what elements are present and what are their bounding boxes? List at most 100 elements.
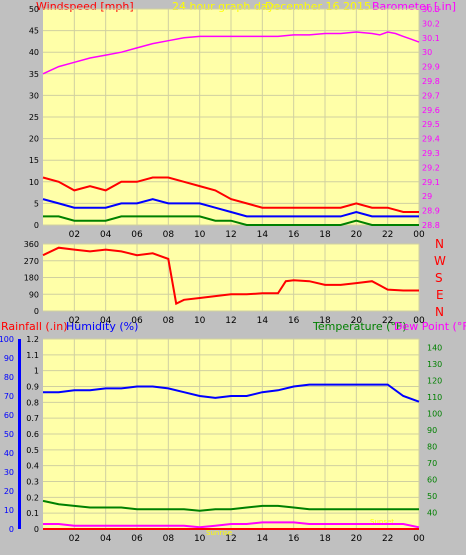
y-tick-label: 0 (34, 307, 39, 316)
y3-tick-label: 70 (427, 459, 437, 468)
barometer-label: Barometer [.in] (372, 0, 456, 13)
direction-label-n: N (435, 237, 444, 251)
x-tick-label: 06 (131, 316, 143, 326)
y2-tick-label: 28.8 (422, 221, 440, 230)
y2-tick-label: 29.3 (422, 149, 440, 158)
y-tick-label: 0.7 (26, 414, 39, 423)
x-tick-label: 20 (351, 534, 363, 544)
y2-tick-label: 29.9 (422, 63, 440, 72)
humidity-scale-bar (18, 339, 21, 529)
direction-label-w: W (434, 254, 446, 268)
x-tick-label: 18 (319, 230, 331, 240)
y3-tick-label: 50 (427, 492, 437, 501)
windspeed-label: Windspeed [mph] (36, 0, 134, 13)
x-tick-label: 22 (382, 230, 393, 240)
x-tick-label: 22 (382, 534, 393, 544)
x-tick-label: 16 (288, 534, 300, 544)
x-tick-label: 16 (288, 316, 300, 326)
y-tick-label: 0.6 (26, 430, 39, 439)
y-tick-label: 0.3 (26, 478, 39, 487)
y3-tick-label: 140 (427, 343, 442, 352)
humidity-label: Humidity (%) (66, 320, 138, 333)
y-tick-label: 50 (29, 5, 39, 14)
series-line (42, 31, 420, 75)
y2-tick-label: 40 (4, 449, 14, 458)
y-tick-label: 10 (29, 178, 39, 187)
series-line (43, 521, 420, 529)
x-tick-label: 02 (69, 230, 80, 240)
y-tick-label: 0.5 (26, 446, 39, 455)
y-tick-label: 360 (24, 240, 39, 249)
graph-title: 24 hour graph day (172, 0, 275, 13)
y3-tick-label: 120 (427, 376, 442, 385)
x-tick-label: 00 (413, 230, 425, 240)
y-tick-label: 0.8 (26, 398, 39, 407)
y2-tick-label: 90 (4, 354, 14, 363)
y2-tick-label: 29.4 (422, 135, 440, 144)
y2-tick-label: 30.1 (422, 34, 440, 43)
y-tick-label: 30 (29, 91, 39, 100)
y2-tick-label: 30 (4, 468, 14, 477)
y2-tick-label: 29.7 (422, 91, 440, 100)
y-tick-label: 5 (34, 199, 39, 208)
x-tick-label: 16 (288, 230, 300, 240)
series-line (43, 383, 420, 403)
dewpoint-label: Dew Point (°F) (394, 320, 466, 333)
y2-tick-label: 30 (422, 48, 432, 57)
x-tick-label: 00 (413, 534, 425, 544)
x-tick-label: 22 (382, 316, 393, 326)
x-tick-label: 18 (319, 316, 331, 326)
x-tick-label: 20 (351, 230, 363, 240)
y-tick-label: 40 (29, 48, 39, 57)
direction-label-e: E (436, 288, 444, 302)
x-tick-label: 10 (194, 230, 206, 240)
y2-tick-label: 80 (4, 373, 14, 382)
x-tick-label: 14 (257, 534, 269, 544)
y-tick-label: 0 (34, 525, 39, 534)
x-tick-label: 14 (257, 230, 269, 240)
y-tick-label: 0 (34, 221, 39, 230)
y-tick-label: 0.1 (26, 509, 39, 518)
y2-tick-label: 70 (4, 392, 14, 401)
y2-tick-label: 30.2 (422, 19, 440, 28)
rainfall-label: Rainfall (.in) (1, 320, 68, 333)
y2-tick-label: 29.1 (422, 178, 440, 187)
y2-tick-label: 50 (4, 430, 14, 439)
x-tick-label: 04 (100, 316, 112, 326)
series-line (43, 215, 419, 226)
direction-label-n2: N (435, 305, 444, 319)
y3-tick-label: 90 (427, 426, 437, 435)
sunset-label: Sunset (370, 518, 394, 526)
x-tick-label: 04 (100, 534, 112, 544)
y2-tick-label: 29 (422, 192, 432, 201)
y-tick-label: 0.4 (26, 462, 39, 471)
y-tick-label: 1.2 (26, 335, 39, 344)
y3-tick-label: 40 (427, 508, 437, 517)
direction-label-s: S (435, 271, 443, 285)
y-tick-label: 45 (29, 27, 39, 36)
x-tick-label: 12 (225, 534, 236, 544)
x-tick-label: 12 (225, 316, 236, 326)
y2-tick-label: 29.2 (422, 163, 440, 172)
x-tick-label: 06 (131, 230, 143, 240)
x-tick-label: 08 (163, 316, 175, 326)
y2-tick-label: 60 (4, 411, 14, 420)
y3-tick-label: 110 (427, 393, 442, 402)
y-tick-label: 0.9 (26, 383, 39, 392)
y-tick-label: 90 (29, 290, 39, 299)
x-tick-label: 10 (194, 316, 206, 326)
graph-date: December 16 2015 (265, 0, 371, 13)
x-tick-label: 20 (351, 316, 363, 326)
y2-tick-label: 29.6 (422, 106, 440, 115)
y-tick-label: 20 (29, 135, 39, 144)
x-tick-label: 18 (319, 534, 331, 544)
y-tick-label: 25 (29, 113, 39, 122)
sunrise-label: Sunrise (206, 529, 232, 537)
y2-tick-label: 29.5 (422, 120, 440, 129)
y-tick-label: 35 (29, 70, 39, 79)
y2-tick-label: 29.8 (422, 77, 440, 86)
y-tick-label: 180 (24, 274, 39, 283)
x-tick-label: 08 (163, 534, 175, 544)
